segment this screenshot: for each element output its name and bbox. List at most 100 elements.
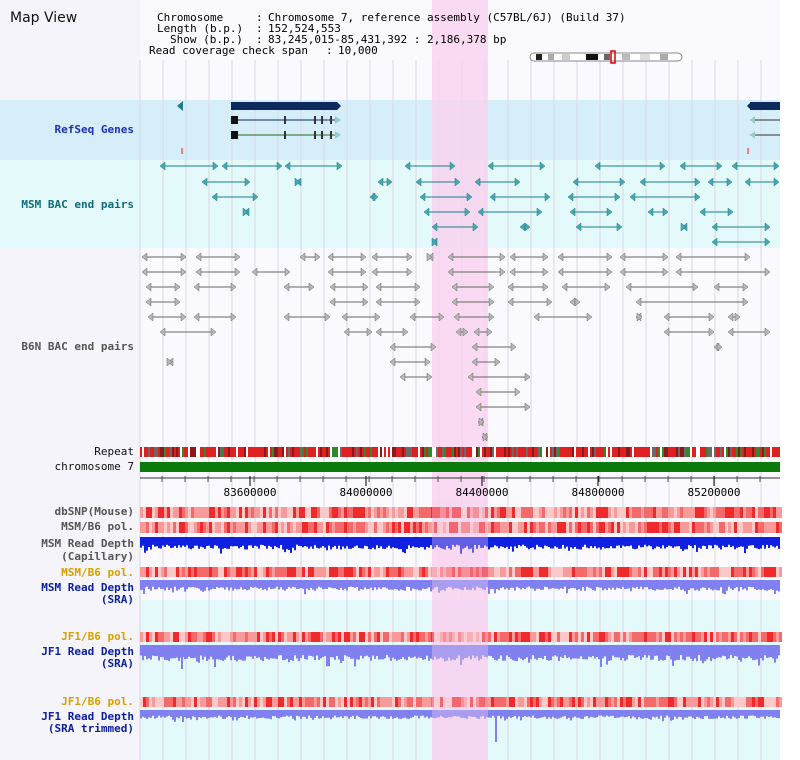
depth-bar bbox=[312, 537, 314, 549]
strip-cell bbox=[380, 697, 383, 707]
strip-cell bbox=[599, 522, 602, 533]
strip-cell bbox=[149, 522, 152, 533]
depth-bar bbox=[606, 537, 608, 549]
track-label-jf1-b6-pol[interactable]: JF1/B6 pol. bbox=[61, 630, 134, 643]
depth-bar bbox=[400, 645, 402, 660]
strip-cell bbox=[773, 632, 776, 642]
track-label-msm-depth-sra-2[interactable]: (SRA) bbox=[100, 593, 134, 606]
strip-cell bbox=[749, 567, 752, 577]
depth-bar bbox=[160, 537, 162, 549]
depth-bar bbox=[614, 580, 616, 590]
depth-bar bbox=[452, 710, 454, 717]
depth-bar bbox=[350, 710, 352, 717]
strip-cell bbox=[191, 507, 194, 518]
track-label-repeat[interactable]: Repeat bbox=[94, 445, 134, 458]
depth-bar bbox=[536, 580, 538, 589]
depth-bar bbox=[628, 710, 630, 717]
strip-cell bbox=[530, 697, 533, 707]
strip-cell bbox=[644, 567, 647, 577]
depth-bar bbox=[636, 645, 638, 658]
strip-cell bbox=[593, 507, 596, 518]
depth-bar bbox=[346, 537, 348, 547]
repeat-cell bbox=[408, 447, 410, 457]
strip-cell bbox=[569, 522, 572, 533]
exon bbox=[284, 131, 286, 139]
strip-cell bbox=[566, 507, 569, 518]
depth-bar bbox=[706, 710, 708, 716]
depth-bar bbox=[686, 645, 688, 657]
depth-bar bbox=[702, 710, 704, 719]
track-label-jf1-b6-pol-2[interactable]: JF1/B6 pol. bbox=[61, 695, 134, 708]
track-label-refseq[interactable]: RefSeq Genes bbox=[54, 123, 134, 136]
depth-bar bbox=[714, 537, 716, 545]
track-label-jf1-depth-sra-2[interactable]: (SRA) bbox=[100, 657, 134, 670]
strip-cell bbox=[176, 632, 179, 642]
pair-end-right bbox=[308, 282, 315, 292]
strip-cell bbox=[164, 522, 167, 533]
depth-bar bbox=[736, 645, 738, 657]
depth-bar bbox=[752, 537, 754, 546]
track-label-jf1-depth-sra-1[interactable]: JF1 Read Depth bbox=[41, 645, 134, 658]
strip-cell bbox=[446, 522, 449, 533]
repeat-cell bbox=[390, 447, 392, 457]
depth-bar bbox=[582, 645, 584, 660]
depth-bar bbox=[564, 537, 566, 549]
depth-bar bbox=[236, 710, 238, 721]
depth-bar bbox=[730, 645, 732, 655]
repeat-cell bbox=[684, 447, 686, 457]
track-label-msm-b6-pol[interactable]: MSM/B6 pol. bbox=[61, 520, 134, 533]
depth-bar bbox=[672, 537, 674, 548]
depth-bar bbox=[194, 580, 196, 588]
strip-cell bbox=[401, 697, 404, 707]
track-label-msm-b6-pol-2[interactable]: MSM/B6 pol. bbox=[61, 566, 134, 579]
depth-bar bbox=[554, 537, 556, 547]
strip-cell bbox=[689, 567, 692, 577]
repeat-cell bbox=[150, 447, 152, 457]
pair-end-right bbox=[462, 327, 469, 337]
depth-bar bbox=[228, 710, 230, 717]
depth-bar bbox=[416, 537, 418, 548]
track-label-jf1-depth-trim-2[interactable]: (SRA trimmed) bbox=[47, 722, 134, 735]
depth-bar bbox=[648, 580, 650, 590]
pair-end-left bbox=[711, 237, 718, 247]
depth-bar bbox=[626, 537, 628, 547]
strip-cell bbox=[461, 522, 464, 533]
strip-cell bbox=[743, 507, 746, 518]
track-label-dbsnp[interactable]: dbSNP(Mouse) bbox=[54, 505, 134, 518]
strip-cell bbox=[161, 567, 164, 577]
repeat-cell bbox=[534, 447, 536, 457]
depth-bar bbox=[664, 537, 666, 549]
strip-cell bbox=[575, 567, 578, 577]
strip-cell bbox=[692, 567, 695, 577]
repeat-cell bbox=[386, 447, 388, 457]
track-label-chromosome[interactable]: chromosome 7 bbox=[54, 460, 134, 473]
strip-cell bbox=[761, 632, 764, 642]
depth-bar bbox=[670, 710, 672, 721]
track-label-jf1-depth-trim-1[interactable]: JF1 Read Depth bbox=[41, 710, 134, 723]
track-label-msm-depth-cap-1[interactable]: MSM Read Depth bbox=[41, 537, 134, 550]
repeat-cell bbox=[566, 447, 568, 457]
depth-bar bbox=[268, 710, 270, 719]
strip-cell bbox=[353, 522, 356, 533]
pair-end-left bbox=[423, 207, 430, 217]
strip-cell bbox=[476, 507, 479, 518]
track-label-b6n-bac[interactable]: B6N BAC end pairs bbox=[21, 340, 134, 353]
depth-bar bbox=[306, 537, 308, 547]
depth-bar bbox=[364, 537, 366, 546]
depth-bar bbox=[362, 580, 364, 590]
track-label-msm-depth-cap-2[interactable]: (Capillary) bbox=[61, 550, 134, 563]
track-label-msm-depth-sra-1[interactable]: MSM Read Depth bbox=[41, 581, 134, 594]
strip-cell bbox=[506, 567, 509, 577]
end-pair bbox=[663, 312, 715, 322]
repeat-cell bbox=[756, 447, 758, 457]
strip-cell bbox=[287, 632, 290, 642]
exon bbox=[330, 131, 332, 139]
repeat-cell bbox=[440, 447, 442, 457]
pair-end-left bbox=[419, 192, 426, 202]
strip-cell bbox=[350, 522, 353, 533]
depth-bar bbox=[332, 580, 334, 589]
track-label-msm-bac[interactable]: MSM BAC end pairs bbox=[21, 198, 134, 211]
depth-bar bbox=[678, 710, 680, 717]
strip-cell bbox=[521, 567, 524, 577]
